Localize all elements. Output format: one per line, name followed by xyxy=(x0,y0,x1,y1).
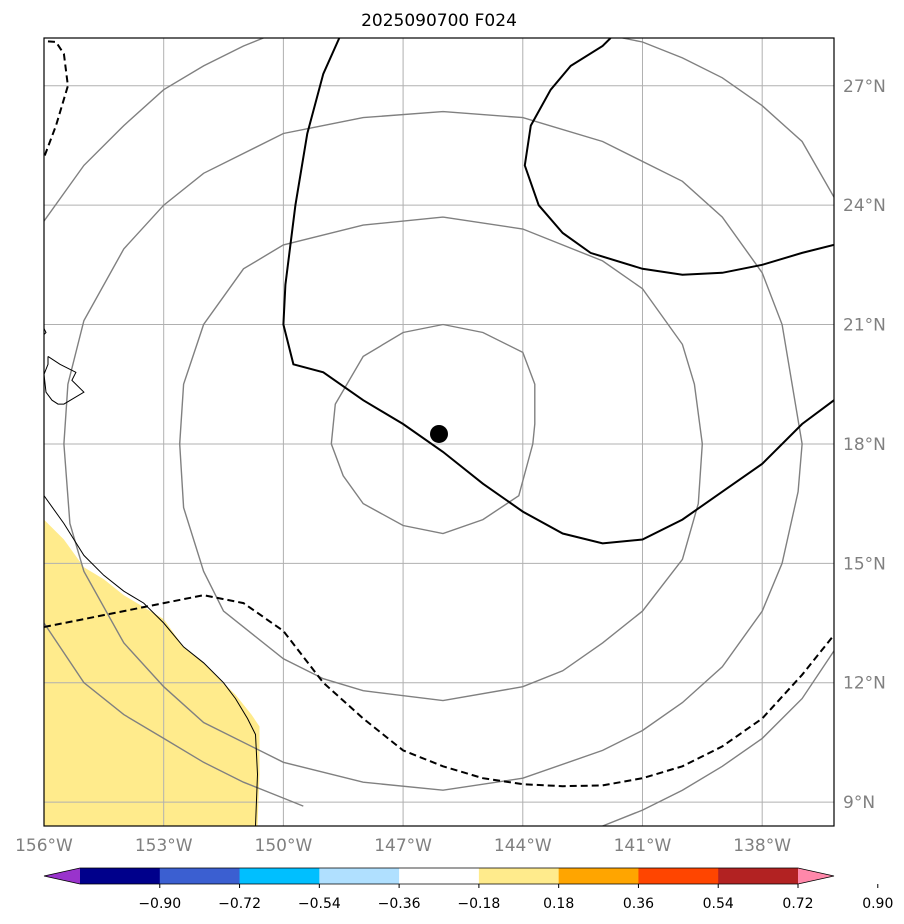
colorbar-tick-label: 0.54 xyxy=(703,896,734,912)
colorbar-tick-label: −0.90 xyxy=(138,896,181,912)
coastline xyxy=(44,495,259,826)
colorbar-segment xyxy=(80,868,161,884)
latitude-label: 18°N xyxy=(843,435,886,455)
coastline xyxy=(44,355,85,405)
storm-center-marker xyxy=(430,424,448,443)
longitude-label: 141°W xyxy=(614,836,672,856)
colorbar-segment xyxy=(638,868,719,884)
colorbar-tick-label: −0.36 xyxy=(378,896,421,912)
coastlines xyxy=(44,328,259,826)
solid-contour xyxy=(282,38,834,545)
solid-contours xyxy=(282,38,834,545)
colorbar-segment xyxy=(399,868,480,884)
latitude-label: 15°N xyxy=(843,554,886,574)
gray-contour xyxy=(602,650,834,826)
colorbar-tick-label: −0.18 xyxy=(457,896,500,912)
colorbar-tick-label: 0.36 xyxy=(623,896,654,912)
gray-contour xyxy=(622,38,834,198)
gray-contours xyxy=(44,38,834,826)
gray-contour xyxy=(178,216,704,702)
map-frame xyxy=(43,37,835,827)
gray-contour xyxy=(44,622,304,807)
latitude-label: 24°N xyxy=(843,196,886,216)
dashed-contour xyxy=(44,594,834,788)
latitude-label: 12°N xyxy=(843,674,886,694)
latitude-label: 27°N xyxy=(843,77,886,97)
colorbar-tick-label: 0.72 xyxy=(782,896,813,912)
latitude-labels: 27°N 24°N 21°N 18°N 15°N 12°N 9°N xyxy=(843,77,886,813)
latitude-label: 9°N xyxy=(843,793,875,813)
colorbar-segment xyxy=(319,868,400,884)
latitude-label: 21°N xyxy=(843,316,886,336)
dashed-contour xyxy=(44,40,69,159)
longitude-label: 150°W xyxy=(255,836,313,856)
storm-marker-layer xyxy=(430,424,448,443)
gray-contour xyxy=(63,110,803,791)
colorbar-tick-label: −0.54 xyxy=(298,896,341,912)
colorbar-tick-label: 0.18 xyxy=(543,896,574,912)
colorbar-segment xyxy=(239,868,320,884)
longitude-label: 153°W xyxy=(135,836,193,856)
colorbar-segment xyxy=(159,868,241,884)
gray-contour xyxy=(44,38,264,222)
colorbar-extend-high xyxy=(798,868,834,884)
colorbar-tick-label: 0.90 xyxy=(862,896,893,912)
dashed-contours xyxy=(44,40,834,788)
colorbar-extend-low xyxy=(44,868,80,884)
longitude-label: 144°W xyxy=(494,836,552,856)
colorbar-segment xyxy=(558,868,639,884)
colorbar-segment xyxy=(478,868,560,884)
colorbar: −0.90 −0.72 −0.54 −0.36 −0.18 0.18 0.36 0.54 0.7… xyxy=(43,867,893,912)
solid-contour xyxy=(523,38,834,276)
longitude-label: 147°W xyxy=(374,836,432,856)
colorbar-outline xyxy=(43,867,835,885)
colorbar-segment xyxy=(718,868,799,884)
colorbar-tick-label: −0.72 xyxy=(218,896,261,912)
coastline xyxy=(44,328,47,335)
longitude-label: 138°W xyxy=(733,836,791,856)
map-area xyxy=(44,38,834,826)
longitude-labels: 156°W 153°W 150°W 147°W 144°W 141°W 138°W xyxy=(15,836,791,856)
map-title: 2025090700 F024 xyxy=(361,11,517,31)
longitude-label: 156°W xyxy=(15,836,73,856)
